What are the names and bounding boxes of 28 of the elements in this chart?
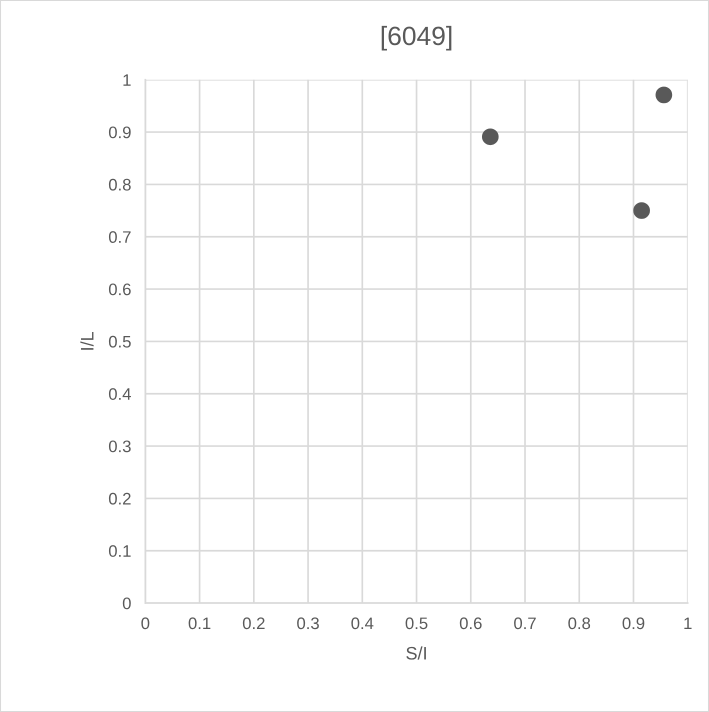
y-tick-label: 0.1	[108, 545, 131, 557]
x-tick-label: 0.1	[188, 617, 210, 630]
x-tick-label: 0	[141, 617, 150, 630]
x-tick-label: 0.2	[242, 617, 265, 630]
y-tick-label: 1	[123, 74, 131, 86]
y-tick-label: 0.5	[108, 336, 131, 348]
point	[633, 202, 650, 219]
x-tick-label: 0.3	[297, 617, 319, 630]
y-tick-label: 0.3	[108, 440, 131, 452]
y-axis-title: I/L	[80, 332, 94, 350]
x-tick-label: 0.5	[406, 617, 428, 630]
y-tick-label: 0.8	[108, 178, 131, 191]
x-axis-title: S/I	[406, 646, 426, 660]
x-tick-label: 1	[684, 618, 692, 630]
point	[656, 86, 672, 104]
chart-title: [6049]	[382, 26, 452, 50]
x-tick-label: 0.4	[351, 617, 374, 630]
y-tick-label: 0.7	[108, 231, 131, 243]
x-tick-label: 0.8	[568, 617, 590, 630]
y-tick-label: 0.4	[108, 388, 131, 400]
x-tick-label: 0.6	[460, 617, 482, 630]
y-tick-label: 0.6	[108, 283, 131, 296]
x-tick-label: 0.7	[514, 617, 536, 630]
x-tick-label: 0.9	[622, 617, 644, 630]
y-tick-label: 0.9	[108, 126, 131, 138]
y-tick-label: 0.2	[108, 492, 131, 505]
point	[482, 128, 499, 146]
y-tick-label: 0	[122, 597, 131, 610]
